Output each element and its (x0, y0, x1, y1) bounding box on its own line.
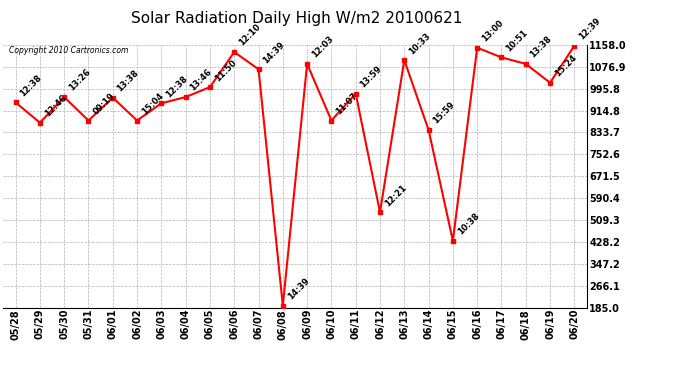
Text: 15:59: 15:59 (431, 100, 457, 126)
Text: 14:39: 14:39 (262, 40, 286, 65)
Text: 11:07: 11:07 (334, 91, 359, 116)
Text: 12:38: 12:38 (164, 74, 189, 99)
Text: 15:04: 15:04 (140, 91, 165, 116)
Text: 12:21: 12:21 (383, 183, 408, 208)
Text: 13:38: 13:38 (529, 34, 553, 60)
Text: 13:00: 13:00 (480, 18, 505, 44)
Text: 12:03: 12:03 (310, 34, 335, 60)
Text: 12:39: 12:39 (577, 16, 602, 42)
Text: 13:26: 13:26 (67, 68, 92, 93)
Text: 15:24: 15:24 (553, 53, 578, 79)
Text: 14:39: 14:39 (286, 276, 310, 302)
Text: 13:46: 13:46 (188, 68, 214, 93)
Text: 13:38: 13:38 (115, 68, 141, 93)
Text: 12:10: 12:10 (237, 22, 262, 48)
Text: 13:59: 13:59 (359, 64, 384, 89)
Text: 12:38: 12:38 (19, 73, 43, 98)
Text: 10:51: 10:51 (504, 28, 529, 53)
Text: 10:38: 10:38 (455, 211, 481, 237)
Text: 09:19: 09:19 (91, 91, 117, 116)
Text: Copyright 2010 Cartronics.com: Copyright 2010 Cartronics.com (9, 46, 128, 56)
Text: 10:33: 10:33 (407, 31, 432, 56)
Text: Solar Radiation Daily High W/m2 20100621: Solar Radiation Daily High W/m2 20100621 (131, 11, 462, 26)
Text: 12:46: 12:46 (43, 93, 68, 118)
Text: 11:50: 11:50 (213, 58, 238, 83)
